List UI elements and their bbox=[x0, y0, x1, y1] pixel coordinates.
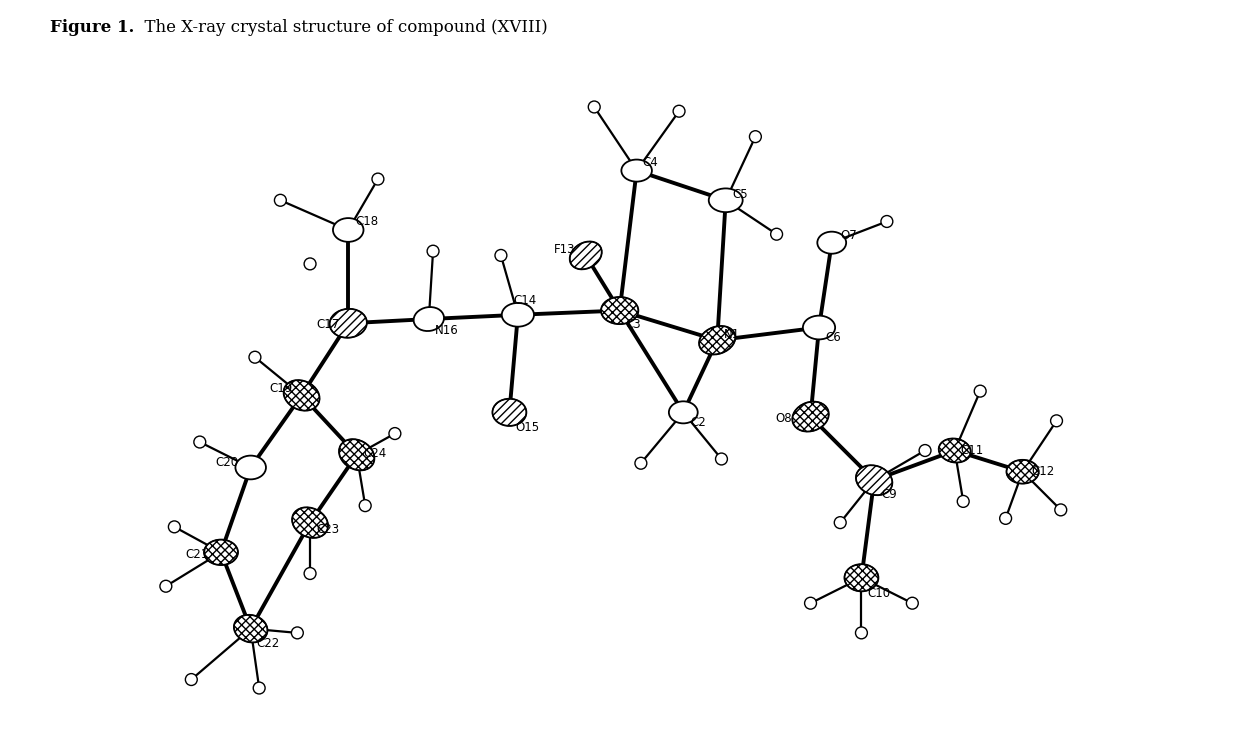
Text: C19: C19 bbox=[269, 382, 293, 395]
Circle shape bbox=[360, 500, 371, 511]
Circle shape bbox=[919, 445, 931, 456]
Ellipse shape bbox=[339, 439, 374, 470]
Circle shape bbox=[588, 101, 600, 113]
Ellipse shape bbox=[293, 507, 329, 538]
Ellipse shape bbox=[569, 241, 601, 269]
Text: O7: O7 bbox=[841, 229, 857, 242]
Ellipse shape bbox=[1007, 460, 1039, 483]
Ellipse shape bbox=[601, 297, 639, 324]
Circle shape bbox=[805, 597, 816, 609]
Text: Figure 1.: Figure 1. bbox=[50, 19, 134, 36]
Text: C6: C6 bbox=[825, 331, 841, 344]
Text: The X-ray crystal structure of compound (XVIII): The X-ray crystal structure of compound … bbox=[134, 19, 548, 36]
Circle shape bbox=[835, 516, 846, 529]
Circle shape bbox=[304, 568, 316, 579]
Ellipse shape bbox=[939, 439, 971, 462]
Text: C3: C3 bbox=[626, 318, 641, 332]
Text: C12: C12 bbox=[1032, 465, 1054, 478]
Text: C14: C14 bbox=[513, 294, 537, 307]
Circle shape bbox=[427, 245, 439, 257]
Ellipse shape bbox=[792, 402, 828, 431]
Text: C21: C21 bbox=[185, 547, 208, 560]
Ellipse shape bbox=[205, 540, 238, 565]
Circle shape bbox=[160, 581, 172, 592]
Circle shape bbox=[193, 436, 206, 448]
Text: C20: C20 bbox=[215, 456, 238, 469]
Circle shape bbox=[389, 428, 401, 440]
Circle shape bbox=[749, 130, 761, 143]
Text: C2: C2 bbox=[691, 416, 706, 429]
Ellipse shape bbox=[330, 309, 367, 338]
Text: C22: C22 bbox=[257, 637, 280, 651]
Text: C4: C4 bbox=[642, 155, 658, 169]
Ellipse shape bbox=[414, 307, 444, 331]
Circle shape bbox=[771, 228, 782, 240]
Text: O8: O8 bbox=[775, 412, 791, 425]
Ellipse shape bbox=[844, 564, 878, 591]
Circle shape bbox=[291, 627, 304, 639]
Circle shape bbox=[372, 173, 384, 185]
Circle shape bbox=[304, 258, 316, 270]
Circle shape bbox=[906, 597, 919, 609]
Circle shape bbox=[274, 195, 286, 207]
Text: C17: C17 bbox=[316, 318, 340, 332]
Text: N1: N1 bbox=[724, 328, 740, 341]
Circle shape bbox=[715, 453, 728, 465]
Text: C10: C10 bbox=[867, 587, 890, 599]
Text: F13: F13 bbox=[553, 243, 575, 256]
Circle shape bbox=[249, 351, 260, 363]
Circle shape bbox=[880, 216, 893, 228]
Text: C11: C11 bbox=[961, 444, 983, 457]
Circle shape bbox=[1050, 415, 1063, 427]
Text: C24: C24 bbox=[363, 446, 387, 459]
Ellipse shape bbox=[817, 231, 846, 253]
Text: C18: C18 bbox=[355, 215, 378, 228]
Circle shape bbox=[975, 385, 986, 397]
Text: C9: C9 bbox=[880, 488, 897, 501]
Circle shape bbox=[856, 627, 867, 639]
Text: C23: C23 bbox=[316, 523, 339, 536]
Ellipse shape bbox=[668, 401, 698, 424]
Ellipse shape bbox=[709, 188, 743, 212]
Ellipse shape bbox=[334, 218, 363, 242]
Text: O15: O15 bbox=[516, 421, 539, 434]
Circle shape bbox=[495, 250, 507, 262]
Circle shape bbox=[673, 106, 684, 117]
Circle shape bbox=[169, 521, 180, 533]
Circle shape bbox=[635, 457, 647, 469]
Ellipse shape bbox=[621, 160, 652, 182]
Ellipse shape bbox=[234, 615, 268, 642]
Ellipse shape bbox=[236, 455, 265, 480]
Circle shape bbox=[185, 673, 197, 685]
Ellipse shape bbox=[802, 316, 835, 339]
Ellipse shape bbox=[284, 380, 320, 411]
Ellipse shape bbox=[502, 303, 534, 326]
Circle shape bbox=[253, 682, 265, 694]
Ellipse shape bbox=[699, 326, 735, 354]
Circle shape bbox=[1055, 504, 1066, 516]
Ellipse shape bbox=[856, 465, 893, 495]
Ellipse shape bbox=[492, 399, 526, 426]
Text: C5: C5 bbox=[733, 188, 748, 201]
Circle shape bbox=[957, 495, 970, 507]
Text: N16: N16 bbox=[435, 323, 459, 336]
Circle shape bbox=[999, 513, 1012, 524]
